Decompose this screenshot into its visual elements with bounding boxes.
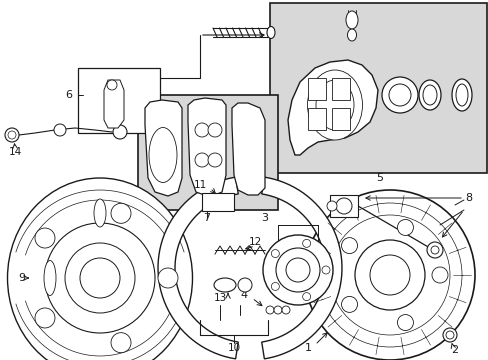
Text: 10: 10 (227, 343, 240, 353)
Circle shape (195, 153, 208, 167)
Circle shape (442, 328, 456, 342)
Text: 3: 3 (261, 213, 268, 223)
Ellipse shape (44, 261, 56, 296)
Ellipse shape (451, 79, 471, 111)
Bar (78, 68, 160, 133)
Circle shape (271, 249, 279, 257)
Circle shape (426, 242, 442, 258)
Text: 2: 2 (450, 345, 458, 355)
Bar (307, 78, 325, 100)
Polygon shape (287, 60, 377, 155)
Circle shape (271, 283, 279, 291)
Bar (307, 108, 325, 130)
Circle shape (5, 128, 19, 142)
Circle shape (445, 331, 453, 339)
Ellipse shape (149, 127, 177, 183)
Circle shape (388, 84, 410, 106)
Ellipse shape (214, 278, 236, 292)
Text: 1: 1 (304, 343, 311, 353)
Text: 7: 7 (203, 213, 210, 223)
Circle shape (430, 246, 438, 254)
Ellipse shape (266, 27, 274, 39)
Bar (331, 108, 349, 130)
Polygon shape (158, 177, 238, 359)
Text: 5: 5 (376, 173, 383, 183)
Circle shape (158, 268, 178, 288)
Circle shape (265, 306, 273, 314)
Text: 13: 13 (213, 293, 226, 303)
Circle shape (285, 258, 309, 282)
Circle shape (107, 80, 117, 90)
Circle shape (369, 255, 409, 295)
Circle shape (302, 239, 310, 247)
Bar (138, 95, 278, 210)
Circle shape (207, 123, 222, 137)
Bar (202, 193, 234, 211)
Circle shape (35, 228, 55, 248)
Ellipse shape (7, 178, 192, 360)
Ellipse shape (418, 80, 440, 110)
Circle shape (35, 308, 55, 328)
Bar (331, 78, 349, 100)
Circle shape (113, 125, 127, 139)
Ellipse shape (94, 199, 106, 227)
Text: 6: 6 (65, 90, 72, 100)
Bar (269, 3, 486, 173)
Circle shape (282, 306, 289, 314)
Text: 4: 4 (241, 290, 247, 300)
Circle shape (305, 190, 474, 360)
Circle shape (335, 198, 351, 214)
Circle shape (326, 201, 336, 211)
Circle shape (381, 77, 417, 113)
Circle shape (54, 124, 66, 136)
Polygon shape (104, 80, 124, 128)
Circle shape (263, 235, 332, 305)
Circle shape (397, 220, 413, 235)
Ellipse shape (346, 11, 357, 29)
Circle shape (275, 248, 319, 292)
Ellipse shape (422, 85, 436, 105)
Ellipse shape (238, 278, 251, 292)
Circle shape (80, 258, 120, 298)
Text: 9: 9 (18, 273, 25, 283)
Text: 11: 11 (193, 180, 206, 190)
Polygon shape (145, 100, 182, 196)
Circle shape (397, 315, 413, 330)
Circle shape (273, 306, 282, 314)
Text: 12: 12 (248, 237, 261, 247)
Ellipse shape (307, 70, 362, 140)
Bar (329, 195, 357, 217)
Ellipse shape (315, 80, 353, 130)
Circle shape (341, 238, 357, 253)
Circle shape (45, 223, 155, 333)
Circle shape (431, 267, 447, 283)
Circle shape (195, 123, 208, 137)
Polygon shape (261, 177, 341, 359)
Circle shape (111, 333, 131, 353)
Text: 8: 8 (464, 193, 471, 203)
Polygon shape (187, 98, 225, 197)
Circle shape (354, 240, 424, 310)
Circle shape (302, 293, 310, 301)
Circle shape (341, 296, 357, 312)
Text: 14: 14 (8, 147, 21, 157)
Polygon shape (231, 103, 264, 195)
Circle shape (65, 243, 135, 313)
Circle shape (8, 131, 16, 139)
Circle shape (111, 203, 131, 223)
Ellipse shape (347, 29, 356, 41)
Ellipse shape (455, 84, 467, 106)
Circle shape (207, 153, 222, 167)
Circle shape (321, 266, 329, 274)
